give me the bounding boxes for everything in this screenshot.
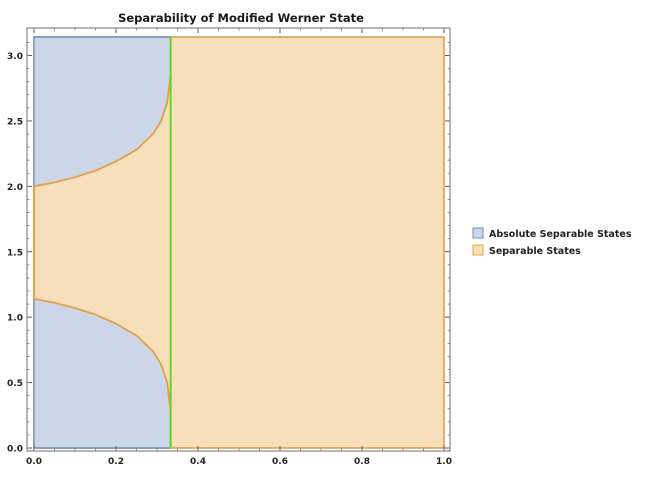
legend-swatch bbox=[472, 244, 484, 256]
x-tick-label: 0.4 bbox=[190, 457, 206, 467]
plot-area bbox=[33, 36, 445, 449]
boundary-curve-lower bbox=[33, 297, 172, 449]
y-tick-label: 0.0 bbox=[7, 445, 23, 455]
boundary-curve-upper bbox=[33, 36, 172, 188]
y-tick-label: 2.0 bbox=[7, 183, 23, 193]
axes: 0.0 0.2 0.4 0.6 0.8 1.0 0.0 0.5 1.0 1.5 2.0 2.5 3.0 bbox=[7, 27, 452, 467]
y-tick-label: 3.0 bbox=[7, 52, 23, 62]
x-tick-label: 1.0 bbox=[436, 457, 452, 467]
legend-swatch bbox=[472, 227, 484, 239]
x-tick-label: 0.8 bbox=[354, 457, 370, 467]
plot-frame bbox=[26, 27, 451, 452]
y-tick-label: 0.5 bbox=[7, 379, 23, 389]
x-tick-label: 0.0 bbox=[26, 457, 42, 467]
x-tick-label: 0.6 bbox=[272, 457, 288, 467]
absolute-separable-edge-upper bbox=[33, 36, 171, 187]
chart-title: Separability of Modified Werner State bbox=[118, 11, 364, 25]
y-tick-label: 2.5 bbox=[7, 117, 23, 127]
legend-label: Separable States bbox=[489, 246, 581, 257]
x-tick-label: 0.2 bbox=[108, 457, 124, 467]
legend: Absolute Separable States Separable State… bbox=[472, 227, 632, 257]
y-tick-label: 1.0 bbox=[7, 314, 23, 324]
legend-label: Absolute Separable States bbox=[489, 229, 632, 240]
y-tick-label: 1.5 bbox=[7, 248, 23, 258]
